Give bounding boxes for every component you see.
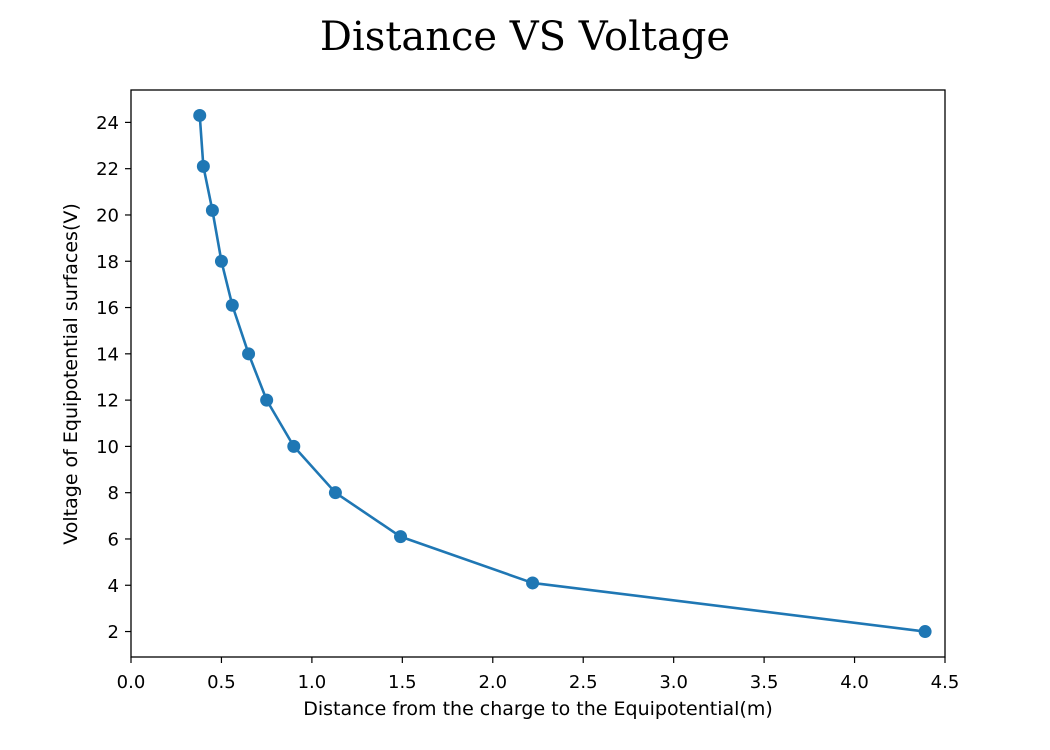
series-layer [193, 108, 932, 639]
x-tick-label: 0.0 [117, 672, 146, 693]
y-tick-label: 14 [96, 344, 119, 365]
y-tick-label: 16 [96, 298, 119, 319]
y-tick-label: 24 [96, 113, 119, 134]
y-tick-label: 8 [108, 483, 119, 504]
y-tick-label: 4 [108, 576, 119, 597]
y-tick-label: 10 [96, 437, 119, 458]
y-tick-label: 12 [96, 391, 119, 412]
x-tick-label: 4.0 [840, 672, 869, 693]
y-tick-label: 6 [108, 529, 119, 550]
data-point [242, 347, 256, 361]
x-axis-label: Distance from the charge to the Equipote… [303, 698, 773, 720]
y-axis-label: Voltage of Equipotential surfaces(V) [60, 203, 82, 545]
data-point [328, 486, 342, 500]
x-tick-label: 2.5 [569, 672, 598, 693]
data-point [196, 159, 210, 173]
data-point [260, 393, 274, 407]
data-point [193, 108, 207, 122]
data-point [918, 625, 932, 639]
data-point [205, 203, 219, 217]
data-point [214, 254, 228, 268]
chart-title: Distance VS Voltage [320, 14, 730, 60]
x-tick-label: 1.0 [298, 672, 327, 693]
plot-frame [130, 89, 946, 658]
series-line [198, 115, 926, 633]
x-tick-label: 2.0 [478, 672, 507, 693]
data-point [287, 439, 301, 453]
y-tick-label: 2 [108, 622, 119, 643]
x-tick-label: 3.0 [659, 672, 688, 693]
x-tick-label: 4.5 [931, 672, 960, 693]
data-point [526, 576, 540, 590]
x-tick-label: 1.5 [388, 672, 417, 693]
data-point [225, 298, 239, 312]
x-tick-label: 0.5 [207, 672, 236, 693]
y-tick-label: 20 [96, 205, 119, 226]
data-point [394, 530, 408, 544]
y-tick-label: 18 [96, 252, 119, 273]
y-tick-label: 22 [96, 159, 119, 180]
x-tick-label: 3.5 [750, 672, 779, 693]
x-axis: 0.0 0.5 1.0 1.5 2.0 2.5 3.0 3.5 4.0 4.5 [117, 657, 960, 693]
